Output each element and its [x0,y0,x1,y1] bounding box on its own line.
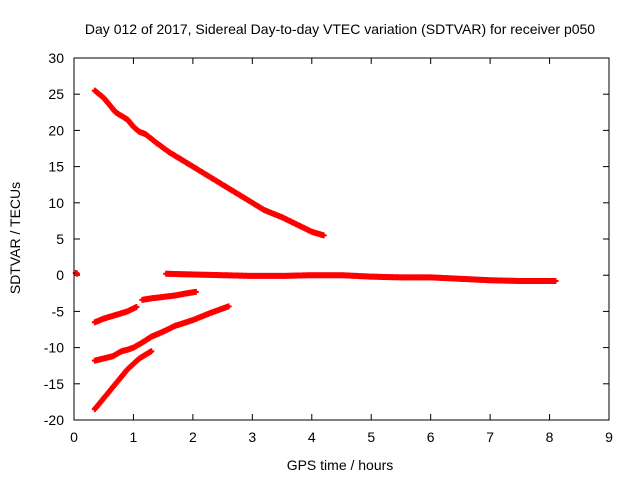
tick-layer: 0 1 2 3 4 5 6 7 8 9 -20 -15 -10 -5 0 5 10 15 20 25 30 [44,50,613,445]
data-point [133,304,140,311]
x-tick-label: 2 [189,429,197,445]
data-point [225,303,232,310]
y-tick-label: -10 [44,340,64,356]
series-6 [91,348,155,413]
y-tick-label: 5 [56,231,64,247]
y-tick-label: 15 [48,159,64,175]
x-tick-label: 1 [130,429,138,445]
x-tick-label: 4 [308,429,316,445]
y-tick-label: 20 [48,122,64,138]
x-tick-label: 9 [605,429,613,445]
data-point [192,288,199,295]
x-tick-label: 0 [70,429,78,445]
data-point [148,348,155,355]
y-tick-label: 30 [48,50,64,66]
data-point [73,270,80,277]
y-tick-label: -15 [44,376,64,392]
x-tick-label: 8 [546,429,554,445]
x-axis-label: GPS time / hours [287,457,394,473]
x-tick-label: 7 [486,429,494,445]
y-axis-label: SDTVAR / TECUs [7,182,23,294]
y-tick-label: -5 [52,303,65,319]
chart-title: Day 012 of 2017, Sidereal Day-to-day VTE… [85,21,595,37]
x-tick-label: 3 [248,429,256,445]
series-2 [163,270,559,284]
x-tick-label: 5 [367,429,375,445]
series-5 [91,303,232,364]
data-layer [72,87,559,413]
series-3 [91,304,140,326]
data-point [320,232,327,239]
data-point [552,277,559,284]
series-1 [91,87,327,239]
y-tick-label: 25 [48,86,64,102]
y-tick-label: 0 [56,267,64,283]
x-tick-label: 6 [427,429,435,445]
plot-frame [73,57,610,421]
y-tick-label: -20 [44,412,64,428]
y-tick-label: 10 [48,195,64,211]
series-4 [139,288,199,303]
